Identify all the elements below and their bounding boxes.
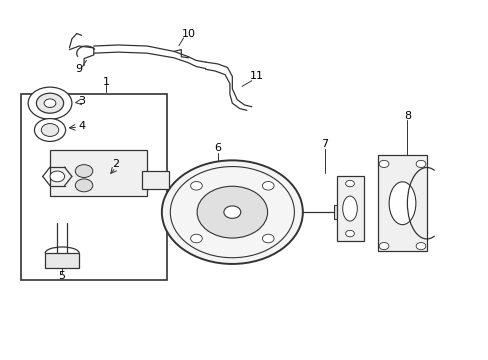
Circle shape — [34, 118, 65, 141]
Circle shape — [224, 206, 240, 219]
Circle shape — [190, 234, 202, 243]
Circle shape — [190, 181, 202, 190]
Circle shape — [44, 99, 56, 108]
Circle shape — [345, 180, 354, 187]
Circle shape — [75, 179, 93, 192]
Text: 7: 7 — [321, 139, 327, 149]
Circle shape — [415, 243, 425, 249]
Ellipse shape — [342, 196, 357, 221]
Circle shape — [36, 93, 63, 113]
Text: 5: 5 — [59, 271, 65, 282]
Circle shape — [41, 123, 59, 136]
Circle shape — [75, 165, 93, 177]
Text: 3: 3 — [78, 96, 85, 107]
Circle shape — [262, 234, 273, 243]
Text: 11: 11 — [249, 71, 263, 81]
Circle shape — [378, 243, 388, 249]
Bar — [21, 94, 166, 280]
Bar — [142, 171, 169, 189]
Bar — [377, 155, 426, 251]
Circle shape — [345, 230, 354, 237]
Text: 9: 9 — [76, 64, 82, 74]
Bar — [334, 205, 348, 219]
Text: 8: 8 — [403, 111, 410, 121]
Text: 4: 4 — [78, 121, 85, 131]
Bar — [45, 253, 79, 267]
Text: 1: 1 — [102, 77, 109, 87]
Text: 10: 10 — [181, 28, 195, 39]
Text: 2: 2 — [112, 159, 119, 169]
Circle shape — [197, 186, 267, 238]
Circle shape — [50, 171, 64, 182]
Circle shape — [415, 160, 425, 167]
Circle shape — [28, 87, 72, 119]
Circle shape — [162, 160, 302, 264]
Text: 6: 6 — [214, 143, 221, 153]
Circle shape — [262, 181, 273, 190]
Bar — [336, 176, 363, 241]
Ellipse shape — [388, 182, 415, 225]
Circle shape — [378, 160, 388, 167]
Bar — [50, 150, 147, 196]
